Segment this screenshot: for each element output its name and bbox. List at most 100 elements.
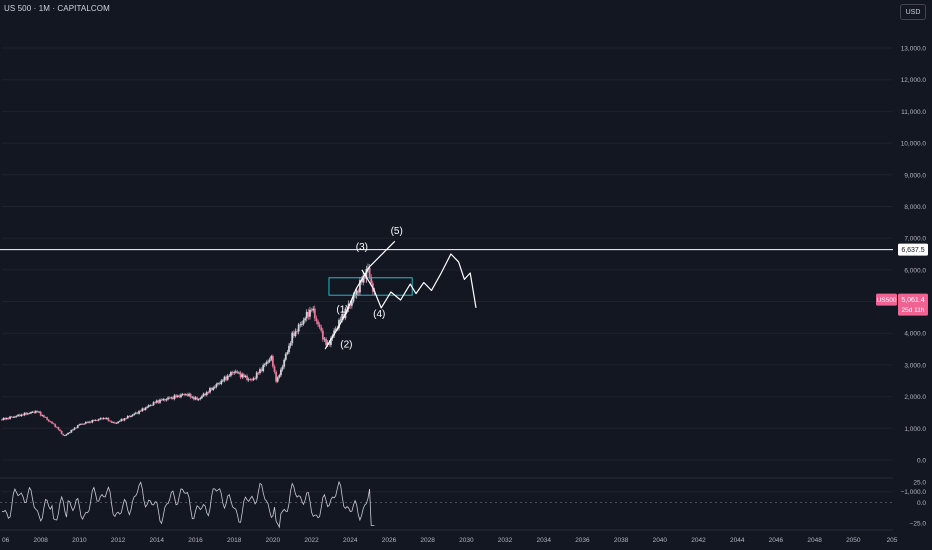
- candle-body: [83, 423, 86, 425]
- time-tick-label: 2020: [266, 537, 281, 544]
- candle-body: [291, 332, 294, 344]
- projection-path-1: [324, 240, 396, 350]
- wave-label: (3): [356, 242, 368, 253]
- candle-body: [120, 419, 123, 422]
- candle-body: [59, 429, 61, 431]
- candle-body: [349, 303, 352, 306]
- candle-body: [339, 319, 342, 321]
- time-axis[interactable]: 06 2008 2010 2012 2014 2016 2018 2020 2022 2024 20…: [0, 529, 898, 544]
- level-badge-value: 6,637.5: [901, 247, 924, 254]
- price-tick-label: 9,000.0: [904, 172, 926, 179]
- candle-body: [94, 420, 97, 421]
- candle-body: [280, 369, 282, 376]
- candle-body: [88, 421, 90, 423]
- candle-body: [289, 343, 292, 346]
- candle-body: [170, 397, 173, 399]
- candle-body: [281, 366, 284, 370]
- current-price-value: 5,061.4: [901, 297, 924, 304]
- candle-body: [334, 329, 337, 331]
- candle-body: [126, 416, 129, 419]
- candle-body: [122, 419, 124, 421]
- candle-body: [134, 412, 137, 414]
- candle-body: [152, 402, 155, 406]
- candle-body: [173, 395, 176, 399]
- candle-body: [186, 394, 189, 396]
- candle-body: [9, 416, 11, 419]
- candle-body: [370, 276, 373, 284]
- candle-body: [44, 417, 47, 418]
- candle-body: [302, 320, 305, 325]
- price-tick-label: 4,000.0: [904, 331, 926, 338]
- candle-body: [101, 418, 103, 420]
- candle-body: [86, 421, 89, 423]
- candle-body: [310, 309, 313, 311]
- candle-body: [13, 416, 16, 418]
- time-tick-label: 2030: [459, 537, 474, 544]
- candle-body: [244, 375, 247, 378]
- candle-body: [165, 399, 168, 401]
- candle-body: [41, 415, 44, 417]
- price-tick-label: 12,000.0: [901, 77, 927, 84]
- candle-body: [304, 318, 307, 321]
- candle-body: [270, 356, 273, 360]
- candle-body: [189, 393, 192, 398]
- candle-body: [315, 318, 318, 322]
- candle-body: [217, 383, 219, 385]
- candle-body: [47, 419, 50, 422]
- price-axis[interactable]: 13,000.0 12,000.0 11,000.0 10,000.0 9,000.0 8…: [893, 0, 932, 530]
- candle-body: [20, 414, 23, 417]
- candle-body: [207, 392, 210, 393]
- oscillator-tick-label: 0.0: [917, 500, 926, 507]
- candle-body: [17, 414, 20, 417]
- candle-body: [176, 395, 179, 397]
- wave-label: (1): [336, 305, 348, 316]
- candle-body: [188, 393, 190, 396]
- candle-body: [130, 415, 132, 417]
- candle-body: [213, 386, 216, 388]
- candle-body: [346, 308, 348, 310]
- candle-body: [75, 427, 78, 429]
- candle-body: [275, 371, 277, 382]
- countdown-label: 25d 11h: [901, 307, 924, 314]
- candle-body: [10, 416, 13, 418]
- price-tick-label: −1,000.0: [901, 489, 927, 496]
- candle-body: [184, 394, 187, 396]
- candle-body: [57, 427, 60, 430]
- candle-body: [34, 411, 37, 413]
- candle-body: [359, 280, 361, 293]
- candle-body: [338, 320, 340, 329]
- candle-body: [15, 416, 18, 417]
- candle-body: [196, 397, 198, 400]
- candle-body: [60, 430, 63, 435]
- currency-button[interactable]: USD: [900, 4, 926, 20]
- candle-body: [330, 338, 332, 345]
- candle-body: [102, 418, 105, 420]
- candle-body: [278, 375, 281, 378]
- candle-body: [180, 394, 182, 398]
- candle-body: [313, 308, 316, 319]
- time-tick-label: 2042: [691, 537, 706, 544]
- candle-body: [320, 327, 323, 331]
- candle-body: [151, 405, 153, 407]
- candle-body: [157, 400, 160, 403]
- candle-body: [39, 411, 42, 416]
- candle-body: [67, 432, 70, 435]
- candle-body: [159, 399, 161, 403]
- candle-body: [276, 377, 279, 382]
- candle-body: [228, 375, 231, 377]
- candle-body: [317, 321, 319, 325]
- projection-path-2: [361, 253, 477, 309]
- candle-body: [117, 421, 119, 423]
- candle-body: [333, 330, 336, 336]
- candle-body: [267, 361, 269, 363]
- price-tick-label: 8,000.0: [904, 204, 926, 211]
- candle-body: [241, 374, 244, 378]
- time-tick-label: 2008: [33, 537, 48, 544]
- candle-body: [234, 371, 237, 373]
- candle-body: [162, 399, 165, 401]
- candle-body: [115, 422, 118, 424]
- candle-body: [323, 338, 326, 340]
- candle-body: [109, 420, 111, 422]
- candle-body: [230, 372, 232, 376]
